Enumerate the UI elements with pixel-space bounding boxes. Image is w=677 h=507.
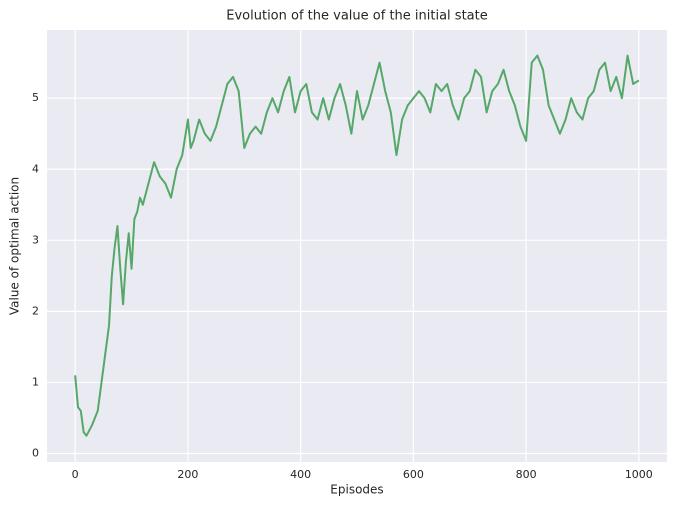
- y-tick-label: 5: [32, 91, 39, 104]
- y-tick-label: 3: [32, 233, 39, 246]
- y-tick-label: 1: [32, 375, 39, 388]
- data-line: [74, 54, 640, 437]
- x-tick-label: 0: [72, 468, 79, 481]
- x-tick-label: 200: [177, 468, 198, 481]
- x-tick-label: 1000: [625, 468, 653, 481]
- plot-background: [47, 30, 667, 462]
- y-tick-label: 4: [32, 162, 39, 175]
- chart-title: Evolution of the value of the initial st…: [226, 9, 487, 24]
- x-tick-label: 400: [290, 468, 311, 481]
- x-tick-label: 600: [403, 468, 424, 481]
- y-tick-label: 0: [32, 446, 39, 459]
- y-tick-label: 2: [32, 304, 39, 317]
- x-axis-label: Episodes: [330, 483, 383, 497]
- x-tick-label: 800: [516, 468, 537, 481]
- y-axis-label: Value of optimal action: [8, 177, 22, 315]
